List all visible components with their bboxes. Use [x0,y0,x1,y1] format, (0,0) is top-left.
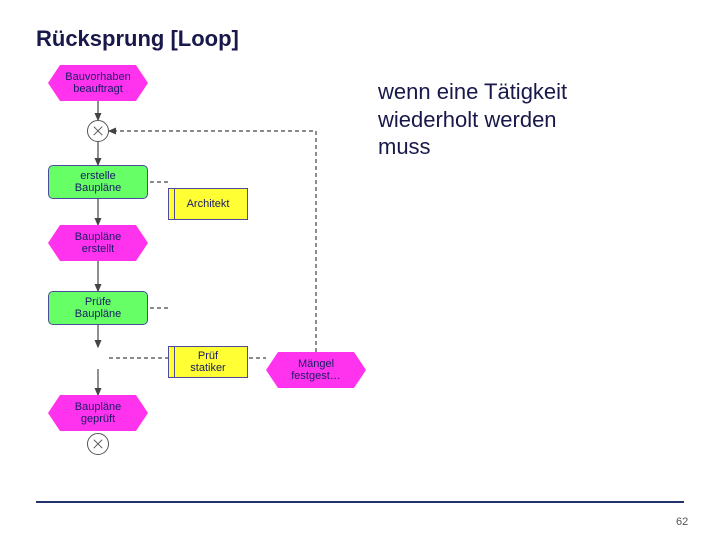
diagram-event-e1: Bauvorhaben beauftragt [48,65,148,101]
diagram-event-e4: Baupläne geprüft [48,395,148,431]
epc-diagram: Bauvorhaben beauftragt erstelle Baupläne A… [38,65,378,485]
diagram-xor-x2 [87,433,109,455]
diagram-event-e2: Baupläne erstellt [48,225,148,261]
slide-title: Rücksprung [Loop] [36,26,239,52]
diagram-function-f2: Prüfe Baupläne [48,291,148,325]
diagram-xor-x1 [87,120,109,142]
slide-description: wenn eine Tätigkeit wiederholt werden mu… [378,78,567,161]
footer-rule [36,501,684,503]
diagram-role-r1: Architekt [168,188,248,220]
diagram-event-e3: Mängel festgest… [266,352,366,388]
diagram-role-r2: Prüf statiker [168,346,248,378]
page-number: 62 [676,516,688,528]
diagram-function-f1: erstelle Baupläne [48,165,148,199]
